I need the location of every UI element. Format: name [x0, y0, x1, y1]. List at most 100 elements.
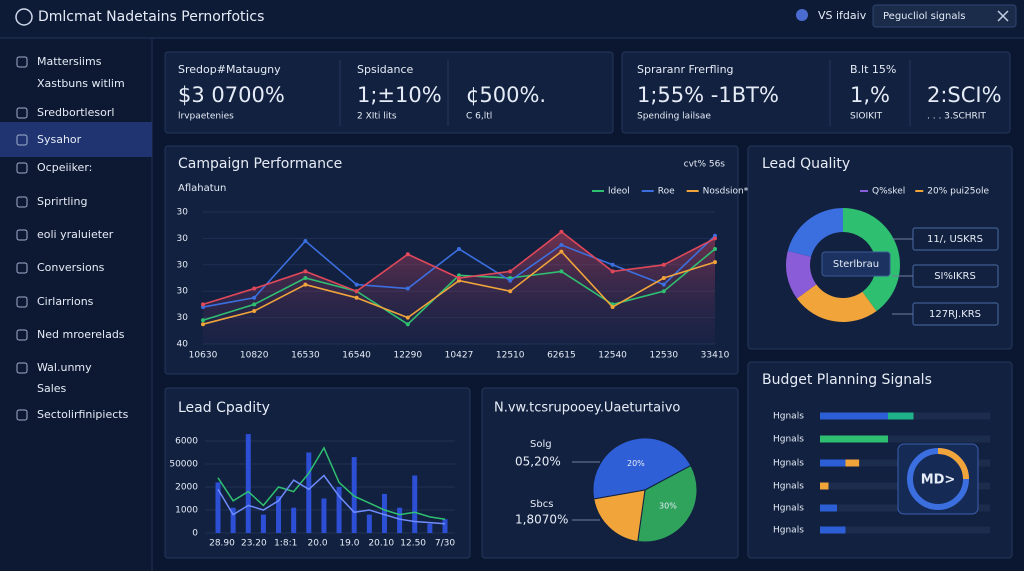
- app-title: Dmlcmat Nadetains Pernorfotics: [38, 9, 264, 25]
- nav-item[interactable]: eoli yraluieter: [37, 228, 114, 241]
- trend-line: [217, 474, 446, 525]
- panel-title: Campaign Performance: [178, 156, 342, 172]
- point: [661, 262, 666, 267]
- point: [661, 282, 666, 287]
- kpi-card: [621, 51, 1011, 134]
- donut-segment: [796, 284, 877, 322]
- callout-box: [912, 302, 999, 326]
- row-label: Hgnals: [773, 459, 804, 469]
- nav-item[interactable]: Ned mroerelads: [37, 328, 125, 341]
- nav-icon[interactable]: [16, 56, 28, 68]
- nav-icon[interactable]: [16, 107, 28, 119]
- nav-icon[interactable]: [16, 196, 28, 208]
- point: [559, 269, 564, 274]
- nav-icon[interactable]: [16, 296, 28, 308]
- y-tick-label: 30: [177, 208, 189, 218]
- nav-icon[interactable]: [16, 134, 28, 146]
- logo: [15, 8, 33, 26]
- user-label[interactable]: VS ifdaiv: [818, 9, 867, 22]
- y-tick-label: 1000: [175, 506, 198, 516]
- x-tick-label: 7/30: [435, 539, 455, 549]
- x-tick-label: 62615: [547, 351, 576, 361]
- kpi-sub: C 6,ltl: [466, 112, 492, 122]
- nav-icon[interactable]: [16, 329, 28, 341]
- bar-segment: [820, 504, 837, 512]
- point: [303, 269, 308, 274]
- nav-icon[interactable]: [16, 262, 28, 274]
- point: [354, 295, 359, 300]
- point: [354, 289, 359, 294]
- callout-text: SI%IKRS: [934, 271, 976, 282]
- bar-segment: [845, 459, 860, 467]
- point: [405, 252, 410, 257]
- kpi-sub: lrvpaetenies: [178, 112, 234, 122]
- x-tick-label: 12290: [393, 351, 422, 361]
- bar: [336, 487, 342, 533]
- row-label: Hgnals: [773, 504, 804, 514]
- y-tick-label: 6000: [175, 437, 198, 447]
- x-tick-label: 10427: [445, 351, 474, 361]
- bar-segment: [888, 412, 914, 420]
- bar: [291, 507, 297, 533]
- search-box[interactable]: [872, 4, 1017, 28]
- nav-item[interactable]: Ocpeiiker:: [37, 161, 92, 174]
- point: [252, 302, 257, 307]
- kpi-label: B.lt 15%: [850, 63, 896, 76]
- bar: [276, 496, 282, 533]
- kpi-value: $3 0700%: [178, 83, 285, 107]
- lead-capacity-panel: [164, 387, 471, 559]
- trend-line: [217, 446, 446, 520]
- nav-item[interactable]: Mattersiims: [37, 55, 102, 68]
- point: [610, 262, 615, 267]
- pie-slice: [593, 489, 646, 543]
- nav-item[interactable]: Sales: [37, 382, 67, 395]
- nav-item[interactable]: Cirlarrions: [37, 295, 94, 308]
- y-tick-label: 30: [177, 260, 189, 270]
- sidebar-active: [0, 122, 152, 157]
- stat-label: Sbcs: [530, 499, 553, 510]
- point: [713, 246, 717, 251]
- row-label: Hgnals: [773, 412, 804, 422]
- point: [559, 249, 564, 254]
- x-tick-label: 16530: [291, 351, 320, 361]
- point: [405, 322, 410, 327]
- point: [610, 269, 615, 274]
- area: [203, 231, 715, 344]
- badge: cvt% 56s: [684, 160, 726, 170]
- stat-label: Solg: [530, 439, 552, 450]
- bar: [215, 482, 221, 533]
- search-text[interactable]: Pegucliol signals: [883, 11, 965, 22]
- nav-icon[interactable]: [16, 229, 28, 241]
- nav-item[interactable]: Sectolirfinipiects: [37, 408, 129, 421]
- legend-label: Q%skel: [872, 187, 905, 197]
- point: [508, 278, 513, 283]
- bar: [321, 498, 327, 533]
- nav-icon[interactable]: [16, 362, 28, 374]
- nav-item[interactable]: Conversions: [37, 261, 105, 274]
- center-label: Sterlbrau: [833, 259, 879, 270]
- x-tick-label: 20.10: [368, 539, 394, 549]
- x-tick-label: 12540: [598, 351, 627, 361]
- panel-title: Budget Planning Signals: [762, 372, 932, 388]
- nav-item[interactable]: Xastbuns witlim: [37, 77, 125, 90]
- kpi-card: [164, 51, 614, 134]
- point: [201, 322, 205, 327]
- x-tick-label: 10820: [240, 351, 269, 361]
- point: [559, 243, 564, 247]
- track: [820, 435, 990, 443]
- nav-item[interactable]: Sredbortlesorl: [37, 106, 114, 119]
- x-tick-label: 33410: [701, 351, 730, 361]
- nav-item[interactable]: Wal.unmy: [37, 361, 92, 374]
- point: [713, 236, 717, 241]
- nav-item[interactable]: Sysahor: [37, 133, 82, 146]
- center-box: [821, 251, 891, 277]
- x-tick-label: 23.20: [241, 539, 267, 549]
- nav-item[interactable]: Sprirtling: [37, 195, 87, 208]
- point: [252, 286, 257, 291]
- user-icon[interactable]: [796, 9, 808, 21]
- nav-icon[interactable]: [16, 162, 28, 174]
- nav-icon[interactable]: [16, 409, 28, 421]
- close-icon[interactable]: [997, 10, 1009, 22]
